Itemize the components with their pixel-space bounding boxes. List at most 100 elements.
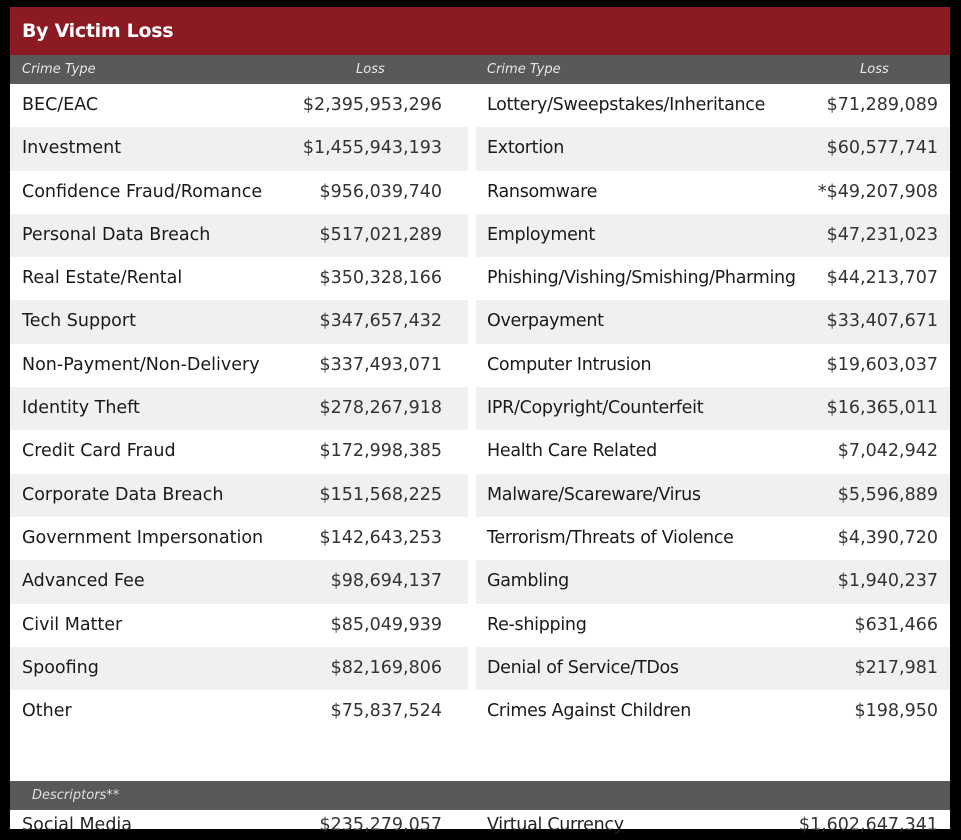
table-row: Civil Matter $85,049,939 Re-shipping $631,4… bbox=[10, 604, 950, 647]
column-header-row: Crime Type Loss Crime Type Loss bbox=[10, 55, 950, 84]
descriptor-loss-right: $1,602,647,341 bbox=[798, 815, 938, 836]
crime-type-right: Crimes Against Children bbox=[487, 701, 691, 722]
loss-right: $217,981 bbox=[854, 657, 938, 678]
descriptor-type-left: Social Media bbox=[22, 815, 133, 836]
loss-left: $85,049,939 bbox=[330, 614, 442, 635]
loss-left: $75,837,524 bbox=[330, 701, 442, 722]
header-crime-type-right: Crime Type bbox=[487, 62, 561, 77]
table-row: Personal Data Breach $517,021,289 Employme… bbox=[10, 213, 950, 258]
crime-type-left: Advanced Fee bbox=[22, 571, 145, 592]
table-row: Identity Theft $278,267,918 IPR/Copyright/… bbox=[10, 387, 950, 431]
crime-type-left: Investment bbox=[22, 138, 122, 159]
loss-left: $956,039,740 bbox=[319, 181, 442, 202]
crime-type-left: Confidence Fraud/Romance bbox=[22, 181, 263, 202]
descriptors-header: Descriptors** bbox=[10, 781, 950, 811]
loss-right: $5,596,889 bbox=[837, 484, 938, 505]
row-stripe-left bbox=[10, 127, 468, 171]
row-stripe-left bbox=[10, 300, 468, 344]
crime-type-left: Credit Card Fraud bbox=[22, 441, 176, 462]
crime-type-right: Re-shipping bbox=[487, 614, 587, 635]
loss-right: $16,365,011 bbox=[826, 398, 938, 419]
crime-type-left: Civil Matter bbox=[22, 614, 123, 635]
loss-right: $7,042,942 bbox=[837, 441, 938, 462]
loss-right: $4,390,720 bbox=[837, 527, 938, 548]
table-row: Government Impersonation $142,643,253 Terr… bbox=[10, 517, 950, 560]
loss-left: $350,328,166 bbox=[319, 268, 442, 289]
crime-type-left: Spoofing bbox=[22, 657, 99, 678]
row-stripe-left bbox=[10, 213, 468, 258]
crime-type-left: Government Impersonation bbox=[22, 527, 264, 548]
row-stripe-right bbox=[476, 127, 950, 171]
loss-left: $517,021,289 bbox=[319, 224, 442, 245]
crime-type-right: Employment bbox=[487, 224, 595, 245]
crime-type-right: Ransomware bbox=[487, 181, 598, 202]
victim-loss-table: By Victim Loss Crime Type Loss Crime Typ… bbox=[10, 7, 950, 835]
loss-left: $1,455,943,193 bbox=[302, 138, 442, 159]
table-row: Advanced Fee $98,694,137 Gambling $1,940,23… bbox=[10, 560, 950, 604]
row-stripe-left bbox=[10, 473, 468, 517]
descriptors-row: Social Media $235,279,057 Virtual Curren… bbox=[10, 810, 950, 840]
loss-right: $19,603,037 bbox=[826, 354, 938, 375]
crime-type-left: Tech Support bbox=[22, 311, 136, 332]
loss-right: $198,950 bbox=[854, 701, 938, 722]
row-stripe-left bbox=[10, 560, 468, 604]
descriptor-loss-left: $235,279,057 bbox=[319, 815, 442, 836]
row-stripe-right bbox=[476, 473, 950, 517]
table-row: Non-Payment/Non-Delivery $337,493,071 Comp… bbox=[10, 344, 950, 387]
crime-type-right: Malware/Scareware/Virus bbox=[487, 484, 701, 505]
loss-left: $98,694,137 bbox=[330, 571, 442, 592]
crime-type-left: BEC/EAC bbox=[22, 95, 99, 115]
table-row: Investment $1,455,943,193 Extortion $60,577… bbox=[10, 127, 950, 171]
row-stripe-right bbox=[476, 560, 950, 604]
crime-type-right: Extortion bbox=[487, 138, 564, 159]
loss-left: $2,395,953,296 bbox=[302, 95, 442, 115]
loss-left: $142,643,253 bbox=[319, 527, 442, 548]
loss-left: $151,568,225 bbox=[319, 484, 442, 505]
table-row: Confidence Fraud/Romance $956,039,740 Rans… bbox=[10, 171, 950, 214]
loss-right: $71,289,089 bbox=[826, 95, 938, 115]
crime-type-left: Personal Data Breach bbox=[22, 224, 211, 245]
crime-type-left: Non-Payment/Non-Delivery bbox=[22, 354, 260, 375]
loss-left: $172,998,385 bbox=[319, 441, 442, 462]
table-row: Other $75,837,524 Crimes Against Children $… bbox=[10, 690, 950, 733]
table-row: Spoofing $82,169,806 Denial of Service/TDo… bbox=[10, 646, 950, 691]
row-stripe-right bbox=[476, 300, 950, 344]
crime-type-right: IPR/Copyright/Counterfeit bbox=[487, 398, 704, 419]
table-spacer bbox=[10, 733, 950, 782]
crime-type-right: Overpayment bbox=[487, 311, 604, 332]
loss-left: $278,267,918 bbox=[319, 398, 442, 419]
loss-right: $1,940,237 bbox=[837, 571, 938, 592]
table-row: Real Estate/Rental $350,328,166 Phishing/V… bbox=[10, 257, 950, 300]
crime-type-right: Computer Intrusion bbox=[487, 354, 652, 375]
loss-right: $631,466 bbox=[854, 614, 938, 635]
crime-type-right: Lottery/Sweepstakes/Inheritance bbox=[487, 95, 766, 115]
crime-type-right: Health Care Related bbox=[487, 441, 657, 462]
row-stripe-right bbox=[476, 646, 950, 691]
row-stripe-right bbox=[476, 387, 950, 431]
crime-type-left: Real Estate/Rental bbox=[22, 268, 183, 289]
row-stripe-left bbox=[10, 646, 468, 691]
table-row: Credit Card Fraud $172,998,385 Health Care… bbox=[10, 430, 950, 473]
loss-right: *$49,207,908 bbox=[817, 181, 938, 202]
loss-left: $82,169,806 bbox=[330, 657, 442, 678]
header-crime-type-left: Crime Type bbox=[22, 62, 96, 77]
crime-type-right: Denial of Service/TDos bbox=[487, 657, 679, 678]
crime-type-left: Corporate Data Breach bbox=[22, 484, 224, 505]
table-row: Tech Support $347,657,432 Overpayment $33,4… bbox=[10, 300, 950, 344]
crime-type-left: Other bbox=[22, 701, 72, 722]
table-body: BEC/EAC $2,395,953,296 Lottery/Sweepstakes… bbox=[10, 84, 950, 733]
loss-right: $47,231,023 bbox=[826, 224, 938, 245]
loss-left: $337,493,071 bbox=[319, 354, 442, 375]
crime-type-right: Gambling bbox=[487, 571, 569, 592]
header-loss-right: Loss bbox=[860, 62, 889, 77]
crime-type-right: Terrorism/Threats of Violence bbox=[487, 527, 734, 548]
loss-right: $44,213,707 bbox=[826, 268, 938, 289]
loss-right: $60,577,741 bbox=[826, 138, 938, 159]
row-stripe-right bbox=[476, 213, 950, 258]
table-row: BEC/EAC $2,395,953,296 Lottery/Sweepstakes… bbox=[10, 84, 950, 127]
table-title: By Victim Loss bbox=[10, 7, 950, 55]
header-loss-left: Loss bbox=[356, 62, 385, 77]
table-row: Corporate Data Breach $151,568,225 Malware… bbox=[10, 473, 950, 517]
crime-type-right: Phishing/Vishing/Smishing/Pharming bbox=[487, 268, 796, 289]
loss-right: $33,407,671 bbox=[826, 311, 938, 332]
